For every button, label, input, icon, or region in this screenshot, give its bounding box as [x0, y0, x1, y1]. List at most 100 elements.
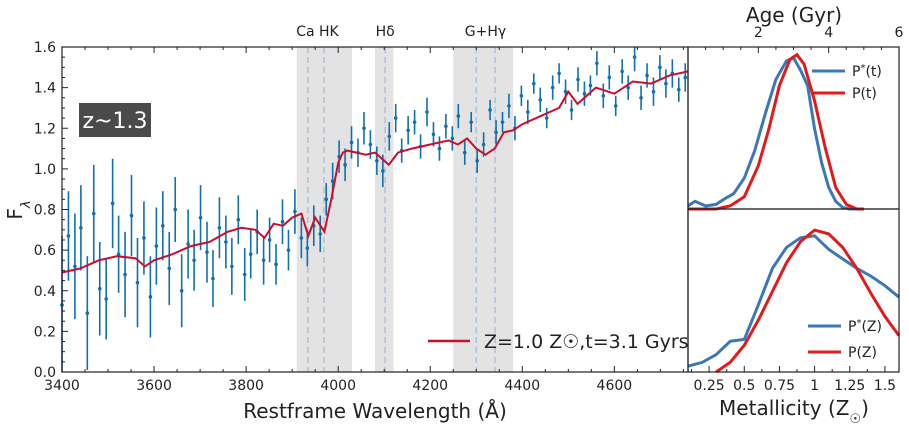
data-point: [632, 55, 637, 59]
age-pstar-line: [687, 55, 864, 211]
x-tick-label: 4200: [412, 378, 448, 394]
data-point: [129, 213, 134, 218]
data-point: [79, 225, 83, 230]
data-point: [343, 163, 347, 167]
x-tick-label: 4600: [597, 378, 633, 394]
data-point: [664, 81, 668, 86]
shaded-band: [375, 47, 394, 372]
data-point: [324, 197, 329, 202]
met-tick-label: 1.5: [874, 378, 896, 394]
data-point: [601, 93, 606, 98]
data-point: [582, 91, 587, 96]
metallicity-axis-title: Metallicity (Z☉): [719, 396, 869, 427]
data-point: [595, 61, 599, 66]
y-tick-label: 0.4: [34, 284, 56, 300]
data-point: [500, 120, 505, 124]
shaded-band: [453, 47, 514, 372]
y-tick-label: 1.0: [34, 162, 56, 178]
y-tick-label: 0.8: [34, 203, 56, 219]
metallicity-x-tick-labels: 0.25 0.5 0.75 1 1.25 1.5: [694, 378, 897, 394]
met-tick-label: 0.25: [694, 378, 725, 394]
data-point: [73, 264, 77, 269]
data-point: [651, 89, 656, 94]
data-point: [550, 85, 555, 90]
data-point: [192, 258, 196, 263]
data-point: [494, 130, 498, 135]
data-point: [425, 110, 429, 114]
met-tick-label: 0.75: [764, 378, 795, 394]
met-tick-label: 0.5: [733, 378, 755, 394]
data-point: [526, 110, 530, 114]
data-point: [557, 71, 561, 76]
data-point: [135, 280, 140, 285]
data-point: [224, 240, 228, 244]
age-x-tick-labels: 2 4 6: [754, 25, 904, 41]
data-point: [205, 250, 209, 254]
data-point: [280, 219, 285, 224]
data-point: [236, 217, 241, 222]
data-point: [475, 158, 479, 163]
data-point: [569, 108, 574, 112]
age-panel: 2 4 6 Age (Gyr) P*(t) P(t): [687, 3, 904, 211]
data-point: [481, 142, 486, 147]
data-point: [563, 89, 568, 94]
data-point: [519, 93, 524, 98]
y-tick-label: 0.6: [34, 243, 56, 259]
data-point: [286, 248, 291, 252]
redshift-badge: z~1.3: [83, 109, 148, 134]
age-tick-label: 4: [824, 25, 833, 41]
age-p-line: [688, 52, 864, 211]
y-tick-label: 1.6: [34, 40, 56, 56]
spectrum-y-axis-title: Fλ: [3, 200, 34, 219]
data-point: [588, 83, 593, 88]
data-point: [142, 236, 146, 240]
y-tick-label: 0.0: [34, 365, 56, 381]
y-tick-label: 1.2: [34, 121, 56, 137]
data-point: [607, 75, 612, 80]
model-spectrum-line: [61, 70, 689, 274]
data-point: [161, 223, 165, 228]
data-point: [532, 81, 536, 86]
legend-p-z-label: P(Z): [848, 345, 877, 361]
metallicity-frame: [687, 208, 900, 373]
data-point: [198, 215, 203, 220]
data-point: [368, 142, 373, 147]
age-tick-label: 2: [754, 25, 763, 41]
data-point: [211, 276, 215, 281]
data-point: [154, 244, 159, 248]
data-point: [393, 116, 398, 120]
data-point: [639, 95, 643, 100]
spectral-line-label: Ca HK: [296, 24, 339, 40]
data-point: [299, 236, 304, 240]
data-point: [267, 238, 272, 242]
data-point: [248, 252, 253, 256]
x-tick-label: 3600: [136, 378, 172, 394]
data-points: [60, 47, 688, 372]
data-point: [116, 252, 121, 256]
data-point: [349, 140, 354, 145]
data-point: [620, 69, 624, 74]
spectrum-y-tick-labels: 0.0 0.2 0.4 0.6 0.8 1.0 1.2 1.4 1.6: [34, 40, 56, 381]
y-tick-label: 0.2: [34, 324, 56, 340]
data-point: [387, 134, 392, 139]
spectral-line-label: G+Hγ: [465, 24, 506, 40]
data-point: [683, 75, 688, 80]
data-point: [676, 87, 681, 92]
data-point: [658, 65, 662, 70]
met-p-line: [715, 228, 901, 374]
data-point: [242, 272, 247, 277]
data-point: [538, 98, 543, 102]
data-point: [148, 295, 153, 299]
data-point: [330, 179, 335, 183]
x-tick-label: 3400: [44, 378, 80, 394]
data-point: [85, 311, 90, 315]
data-point: [456, 114, 461, 118]
spectrum-x-axis-title: Restframe Wavelength (Å): [243, 399, 507, 423]
data-point: [645, 73, 649, 78]
data-point: [104, 297, 108, 301]
spectrum-x-tick-labels: 3400 3600 3800 4000 4200 4400 4600: [44, 378, 632, 394]
data-point: [381, 169, 385, 173]
age-ticks: [687, 47, 900, 53]
data-point: [318, 232, 323, 236]
